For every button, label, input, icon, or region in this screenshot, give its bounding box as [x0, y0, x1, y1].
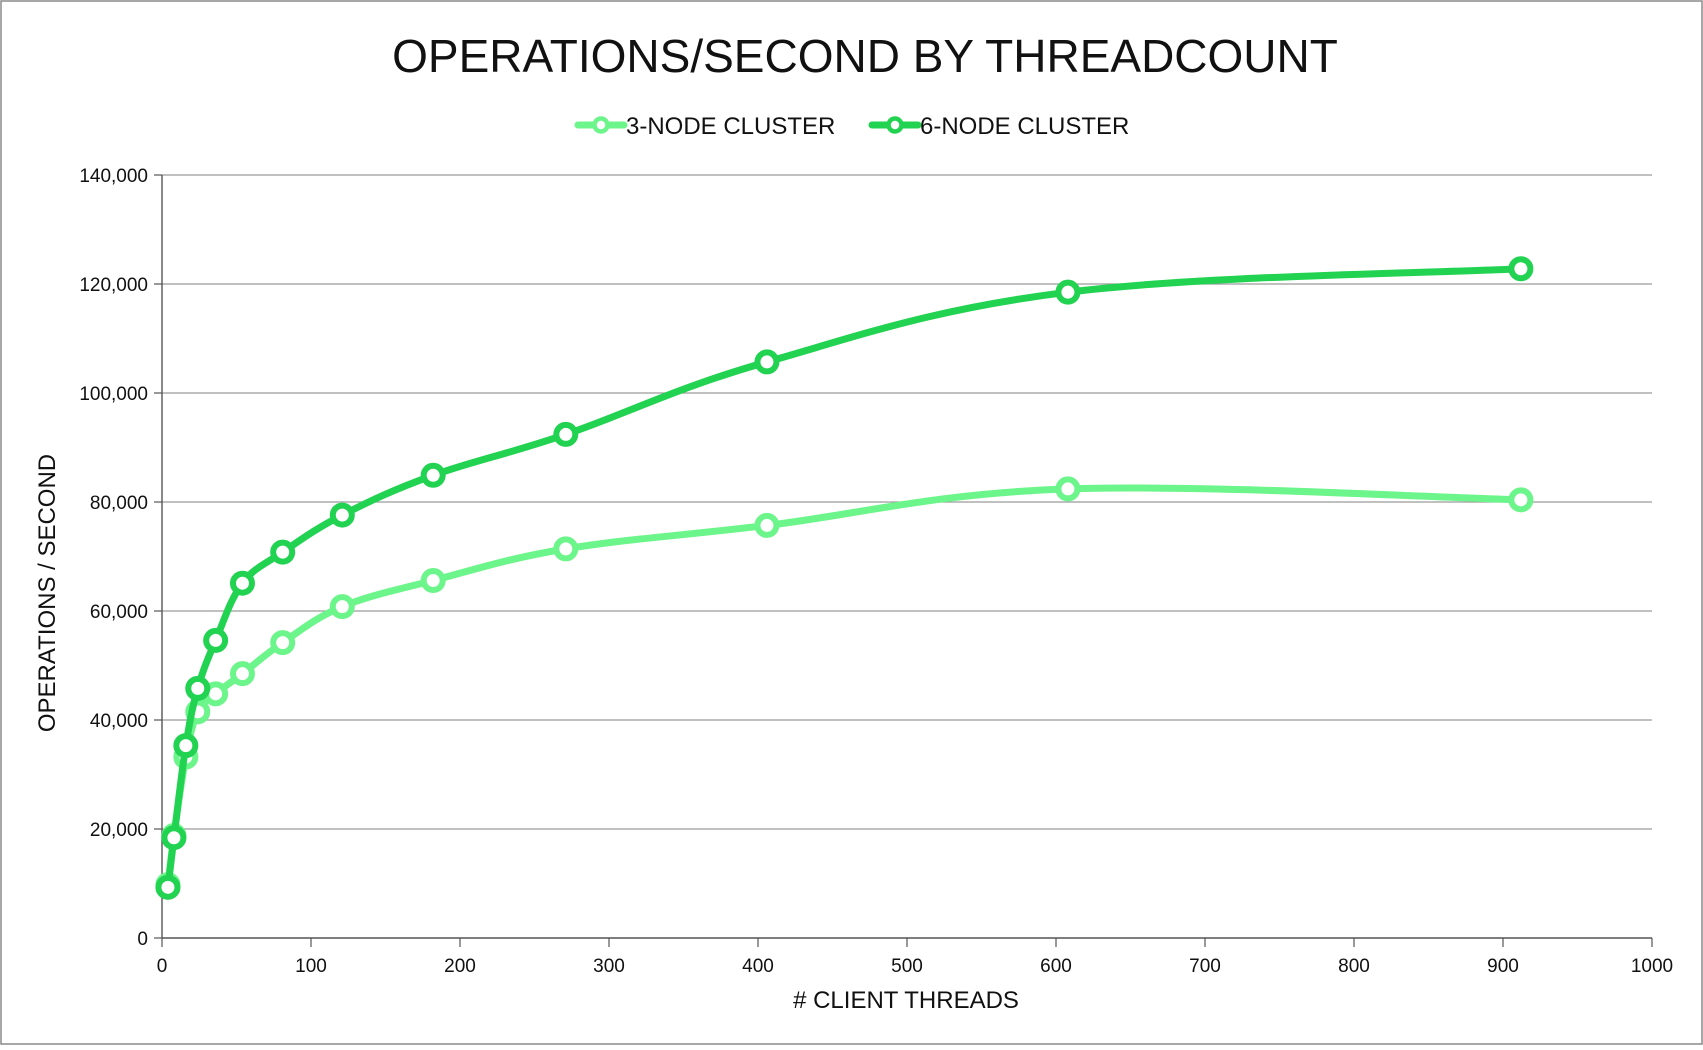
x-tick-label: 500	[891, 956, 923, 977]
data-point	[1055, 279, 1081, 305]
x-tick-label: 600	[1040, 956, 1072, 977]
y-tick-label: 120,000	[79, 275, 148, 296]
x-tick-label: 300	[593, 956, 625, 977]
legend-label: 6-NODE CLUSTER	[920, 113, 1129, 140]
data-point	[270, 539, 296, 565]
series-line	[164, 265, 1525, 891]
data-point	[420, 462, 446, 488]
data-point	[270, 630, 296, 656]
legend-item: 6-NODE CLUSTER	[868, 113, 1129, 140]
x-tick-labels: 0 100 200 300 400 500 600 700 800 900 1000	[157, 956, 1673, 977]
x-axis-label: # CLIENT THREADS	[793, 987, 1019, 1014]
data-point	[185, 675, 211, 701]
data-point	[553, 421, 579, 447]
data-point	[329, 594, 355, 620]
data-point	[754, 512, 780, 538]
legend-swatch-marker	[886, 116, 904, 134]
x-tick-label: 100	[295, 956, 327, 977]
y-tick-label: 140,000	[79, 166, 148, 187]
legend-swatch-marker	[592, 116, 610, 134]
y-tick-label: 20,000	[90, 820, 148, 841]
x-tick-label: 700	[1189, 956, 1221, 977]
data-point	[1508, 256, 1534, 282]
x-tick-label: 800	[1338, 956, 1370, 977]
y-tick-label: 100,000	[79, 384, 148, 405]
series-2	[155, 256, 1534, 900]
data-point	[329, 502, 355, 528]
y-tick-label: 0	[137, 929, 148, 950]
data-point	[420, 567, 446, 593]
y-tick-label: 80,000	[90, 493, 148, 514]
data-point	[155, 874, 181, 900]
x-tick-label: 200	[444, 956, 476, 977]
legend-item: 3-NODE CLUSTER	[574, 113, 835, 140]
x-tick-label: 400	[742, 956, 774, 977]
y-tick-labels: 0 20,000 40,000 60,000 80,000 100,000 120,000 1…	[79, 166, 148, 950]
legend-label: 3-NODE CLUSTER	[626, 113, 835, 140]
y-tick-label: 40,000	[90, 711, 148, 732]
data-point	[173, 733, 199, 759]
axes	[154, 174, 1653, 947]
x-tick-label: 1000	[1631, 956, 1673, 977]
data-point	[1055, 476, 1081, 502]
series-layer	[155, 256, 1534, 900]
data-point	[229, 661, 255, 687]
data-point	[229, 570, 255, 596]
legend: 3-NODE CLUSTER 6-NODE CLUSTER	[574, 113, 1129, 140]
data-point	[754, 349, 780, 375]
chart-title: OPERATIONS/SECOND BY THREADCOUNT	[392, 30, 1338, 82]
data-point	[553, 536, 579, 562]
y-tick-label: 60,000	[90, 602, 148, 623]
data-point	[161, 825, 187, 851]
x-tick-label: 0	[157, 956, 168, 977]
x-tick-label: 900	[1487, 956, 1519, 977]
data-point	[203, 627, 229, 653]
data-point	[1508, 487, 1534, 513]
y-axis-label: OPERATIONS / SECOND	[34, 454, 61, 732]
